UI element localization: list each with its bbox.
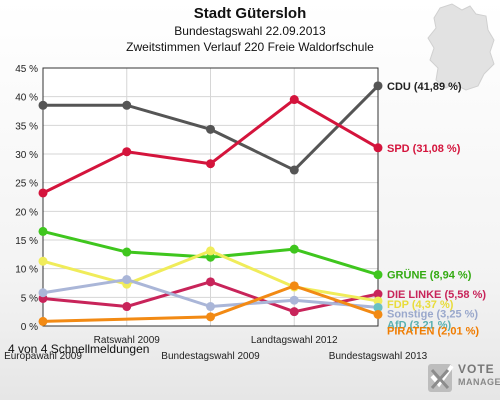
data-point xyxy=(289,244,299,254)
series-line-piraten xyxy=(42,284,379,323)
series-end-label: AfD (3,21 %) xyxy=(387,320,452,332)
data-point xyxy=(122,100,132,110)
data-point xyxy=(122,275,132,285)
logo-line-1: VOTE xyxy=(458,362,495,376)
data-point xyxy=(373,309,383,319)
data-point xyxy=(289,95,299,105)
data-point xyxy=(38,226,48,236)
logo-line-2: MANAGER xyxy=(458,377,500,387)
data-point xyxy=(289,295,299,305)
y-tick-label: 35 % xyxy=(15,121,38,132)
x-tick-label: Bundestagswahl 2009 xyxy=(161,351,260,362)
series-end-label: CDU (41,89 %) xyxy=(387,81,462,93)
x-tick-label: Ratswahl 2009 xyxy=(94,335,161,346)
data-point xyxy=(122,302,132,312)
y-tick-label: 30 % xyxy=(15,150,38,161)
data-point xyxy=(289,307,299,317)
data-point xyxy=(373,81,383,91)
data-point xyxy=(206,159,215,169)
data-point xyxy=(373,289,383,299)
votemanager-logo: VOTE MANAGER xyxy=(426,358,500,396)
data-point xyxy=(206,312,215,322)
series-end-label: FDP (4,37 %) xyxy=(387,299,454,311)
series-end-label: DIE LINKE (5,58 %) xyxy=(387,289,486,301)
data-point xyxy=(206,124,215,134)
data-point xyxy=(373,296,383,306)
series-end-label: Sonstige (3,25 %) xyxy=(387,308,478,320)
chart-title: Stadt Gütersloh xyxy=(193,5,307,22)
data-point xyxy=(38,188,48,198)
data-point xyxy=(373,143,383,153)
y-tick-label: 10 % xyxy=(15,265,38,276)
y-tick-label: 15 % xyxy=(15,236,38,247)
data-point xyxy=(206,252,215,262)
data-point xyxy=(289,165,299,175)
data-point xyxy=(38,100,48,110)
series-end-label: GRÜNE (8,94 %) xyxy=(387,269,472,282)
x-tick-label: Bundestagswahl 2013 xyxy=(329,351,428,362)
y-tick-label: 40 % xyxy=(15,93,38,104)
data-point xyxy=(38,288,48,298)
data-point xyxy=(38,316,48,326)
footer-status: 4 von 4 Schnellmeldungen xyxy=(8,342,150,356)
y-tick-label: 5 % xyxy=(21,293,38,304)
data-point xyxy=(206,302,215,312)
x-tick-label: Europawahl 2009 xyxy=(4,351,82,362)
data-point xyxy=(206,246,215,256)
data-point xyxy=(122,147,132,157)
series-end-label: PIRATEN (2,01 %) xyxy=(387,325,479,337)
data-point xyxy=(373,270,383,280)
data-point xyxy=(289,281,299,291)
chart-subtitle-election: Bundestagswahl 22.09.2013 xyxy=(174,24,326,38)
data-point xyxy=(373,303,383,313)
y-tick-label: 0 % xyxy=(21,322,38,333)
data-point xyxy=(206,277,215,287)
y-tick-label: 20 % xyxy=(15,207,38,218)
data-point xyxy=(38,256,48,266)
y-tick-label: 45 % xyxy=(15,64,38,75)
x-tick-label: Landtagswahl 2012 xyxy=(251,335,338,346)
series-end-label: SPD (31,08 %) xyxy=(387,143,461,155)
chart-subtitle-district: Zweitstimmen Verlauf 220 Freie Waldorfsc… xyxy=(126,40,374,54)
y-tick-label: 25 % xyxy=(15,179,38,190)
vote-check-icon xyxy=(428,364,454,392)
data-point xyxy=(122,247,132,257)
